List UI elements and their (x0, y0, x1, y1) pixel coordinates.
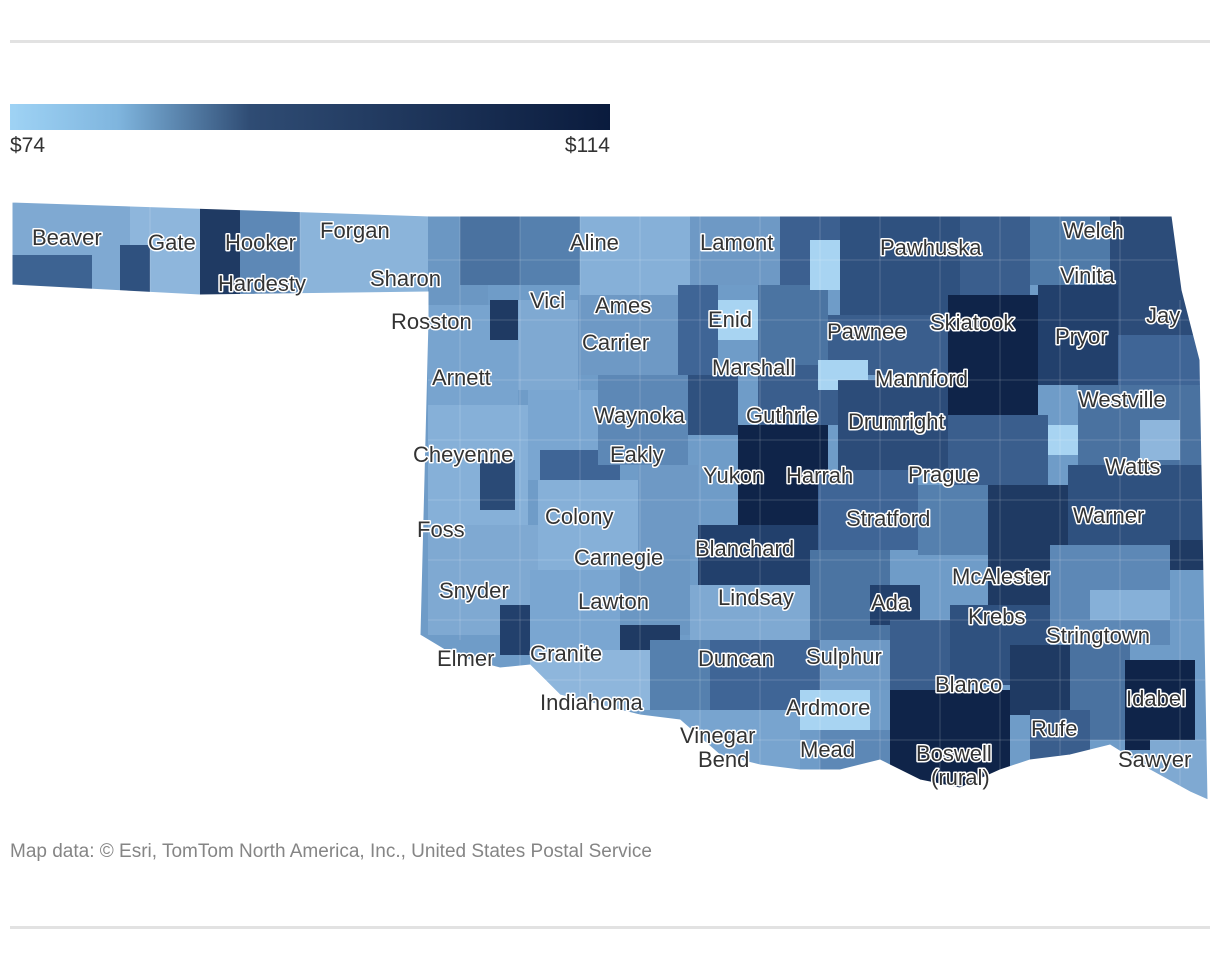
city-label-yukon: Yukon (703, 463, 764, 488)
city-label-welch: Welch (1063, 218, 1124, 243)
city-label-blanchard: Blanchard (695, 536, 794, 561)
city-label-guthrie: Guthrie (746, 403, 818, 428)
legend-min-label: $74 (10, 134, 46, 157)
city-label-ardmore: Ardmore (786, 695, 870, 720)
city-label-westville: Westville (1078, 387, 1166, 412)
city-label-marshall: Marshall (712, 355, 795, 380)
city-label-harrah: Harrah (786, 463, 853, 488)
city-label-boswell-line1: Boswell (916, 741, 992, 766)
city-label-beaver: Beaver (32, 225, 102, 250)
city-label-blanco: Blanco (935, 672, 1002, 697)
city-label-lamont: Lamont (700, 230, 773, 255)
city-label-ada: Ada (871, 590, 911, 615)
city-label-snyder: Snyder (439, 578, 509, 603)
city-label-mead: Mead (800, 737, 855, 762)
city-label-carnegie: Carnegie (574, 545, 663, 570)
map-credit: Map data: © Esri, TomTom North America, … (10, 841, 652, 862)
city-label-enid: Enid (708, 307, 752, 332)
city-label-lindsay: Lindsay (718, 585, 794, 610)
city-label-cheyenne: Cheyenne (413, 442, 513, 467)
city-label-indiahoma: Indiahoma (540, 690, 644, 715)
city-label-vinita: Vinita (1060, 263, 1115, 288)
city-label-rosston: Rosston (391, 309, 472, 334)
city-label-sawyer: Sawyer (1118, 747, 1191, 772)
city-label-carrier: Carrier (582, 330, 649, 355)
legend-max-label: $114 (564, 134, 610, 157)
city-label-elmer: Elmer (437, 646, 494, 671)
city-label-aline: Aline (570, 230, 619, 255)
legend-color-bar (10, 104, 610, 130)
city-label-vici: Vici (530, 288, 565, 313)
city-label-krebs: Krebs (968, 604, 1025, 629)
city-label-foss: Foss (417, 517, 465, 542)
city-label-pawnee: Pawnee (827, 319, 907, 344)
city-label-mannford: Mannford (875, 366, 968, 391)
city-label-granite: Granite (530, 641, 602, 666)
city-label-gate: Gate (148, 230, 196, 255)
city-labels: Beaver Gate Hooker Forgan Hardesty Sharo… (31, 217, 1193, 792)
city-label-sulphur: Sulphur (806, 644, 882, 669)
city-label-vinegar-bend-line1: Vinegar (680, 723, 755, 748)
city-label-waynoka: Waynoka (594, 403, 686, 428)
city-label-pawhuska: Pawhuska (880, 235, 982, 260)
city-label-forgan: Forgan (320, 218, 390, 243)
city-label-prague: Prague (908, 462, 979, 487)
city-label-pryor: Pryor (1055, 324, 1108, 349)
city-label-lawton: Lawton (578, 589, 649, 614)
city-label-warner: Warner (1073, 503, 1144, 528)
city-label-skiatook: Skiatook (930, 310, 1015, 335)
city-label-rufe: Rufe (1031, 716, 1077, 741)
city-label-hardesty: Hardesty (218, 271, 306, 296)
bottom-divider (10, 926, 1210, 929)
city-label-arnett: Arnett (432, 365, 491, 390)
city-label-idabel: Idabel (1126, 686, 1186, 711)
city-label-stringtown: Stringtown (1046, 623, 1150, 648)
city-label-boswell-line2: (rural) (931, 765, 990, 790)
city-label-vinegar-bend-line2: Bend (698, 747, 749, 772)
city-label-eakly: Eakly (610, 442, 664, 467)
city-label-colony: Colony (545, 504, 613, 529)
zip-regions (12, 202, 1208, 800)
city-label-hooker: Hooker (225, 230, 296, 255)
city-label-drumright: Drumright (848, 409, 945, 434)
city-label-ames: Ames (595, 293, 651, 318)
city-label-mcalester: McAlester (952, 564, 1050, 589)
top-divider (10, 40, 1210, 43)
city-label-watts: Watts (1105, 454, 1160, 479)
city-label-duncan: Duncan (698, 646, 774, 671)
city-label-jay: Jay (1146, 303, 1180, 328)
city-label-stratford: Stratford (846, 506, 930, 531)
city-label-sharon: Sharon (370, 266, 441, 291)
